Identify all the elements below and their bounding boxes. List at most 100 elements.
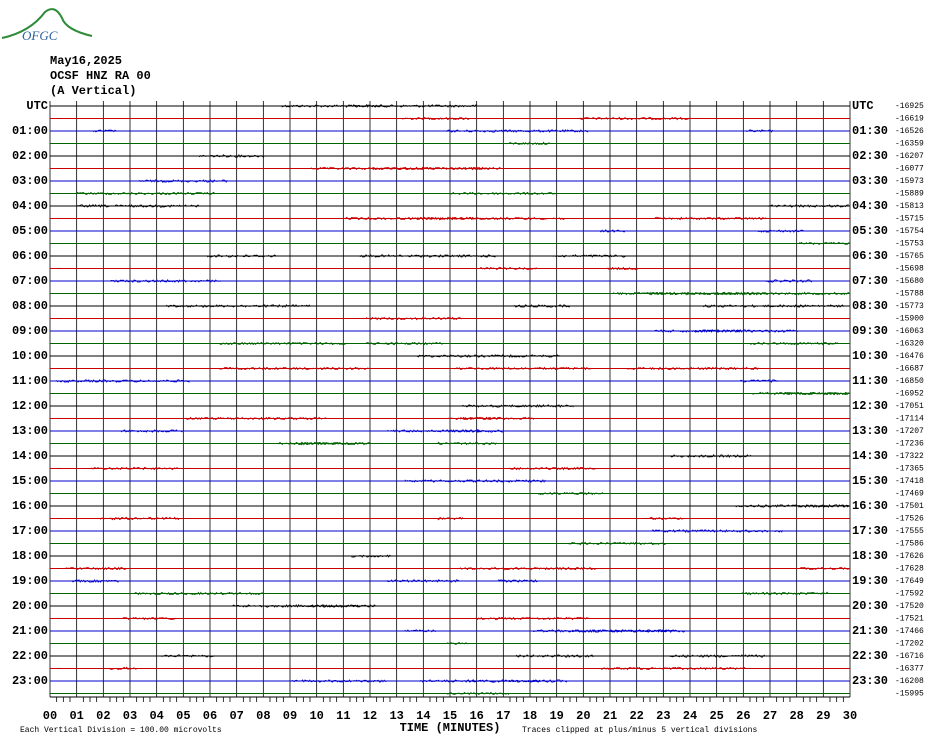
right-time-label: 23:30 (852, 674, 888, 688)
minute-label: 15 (443, 709, 457, 723)
trace-offset: -15973 (895, 177, 924, 186)
right-time-label: 09:30 (852, 324, 888, 338)
trace-offset: -16207 (895, 152, 924, 161)
trace-signal (757, 229, 804, 233)
right-time-label: 10:30 (852, 349, 888, 363)
trace-signal (798, 241, 850, 246)
scale-note: Each Vertical Division = 100.00 microvol… (20, 726, 222, 735)
left-time-label: 19:00 (12, 574, 48, 588)
trace-signal (461, 404, 574, 408)
left-time-label: 18:00 (12, 549, 48, 563)
trace-signal (93, 129, 117, 133)
trace-signal (134, 591, 266, 596)
left-time-label: 14:00 (12, 449, 48, 463)
left-time-label: 09:00 (12, 324, 48, 338)
trace-signal (764, 279, 813, 283)
minute-label: 05 (176, 709, 190, 723)
right-time-label: 12:30 (852, 399, 888, 413)
trace-signal (475, 616, 590, 621)
minute-label: 25 (709, 709, 723, 723)
logo-mountain (1, 8, 93, 39)
trace-signal (800, 566, 850, 571)
right-time-label: 18:30 (852, 549, 888, 563)
trace-signal (447, 642, 469, 645)
trace-signal (56, 379, 190, 383)
minute-label: 28 (789, 709, 803, 723)
minute-label: 03 (123, 709, 137, 723)
right-time-label: 11:30 (852, 374, 888, 388)
minute-label: 04 (149, 709, 163, 723)
trace-signal (516, 654, 594, 658)
trace-offset: -17521 (895, 615, 924, 624)
trace-offset: -16687 (895, 365, 924, 374)
left-time-label: 20:00 (12, 599, 48, 613)
trace-signal (404, 478, 546, 483)
trace-offset: -17114 (895, 415, 924, 424)
trace-offset: -17526 (895, 515, 924, 524)
trace-signal (90, 466, 180, 471)
left-time-label: 05:00 (12, 224, 48, 238)
trace-offset: -15754 (895, 227, 924, 236)
trace-offset: -15900 (895, 315, 924, 324)
trace-signal (741, 591, 829, 596)
trace-signal (307, 604, 359, 608)
trace-signal (401, 116, 470, 121)
trace-signal (359, 254, 496, 258)
trace-signal (387, 429, 483, 433)
trace-offset: -15788 (895, 290, 924, 299)
minute-label: 14 (416, 709, 430, 723)
trace-offset: -16063 (895, 327, 924, 336)
right-time-label: 15:30 (852, 474, 888, 488)
trace-signal (161, 654, 215, 658)
trace-offset: -17466 (895, 627, 924, 636)
trace-offset: -15698 (895, 265, 924, 274)
trace-signal (232, 604, 376, 608)
right-time-label: 02:30 (852, 149, 888, 163)
trace-offset: -16476 (895, 352, 924, 361)
trace-offset: -15995 (895, 690, 924, 699)
trace-signal (599, 229, 625, 233)
trace-offset: -17586 (895, 540, 924, 549)
minute-label: 07 (229, 709, 243, 723)
left-time-label: 07:00 (12, 274, 48, 288)
minute-label: 10 (309, 709, 323, 723)
minute-label: 18 (523, 709, 537, 723)
left-time-label: 16:00 (12, 499, 48, 513)
trace-signal (568, 541, 666, 546)
left-time-label: 01:00 (12, 124, 48, 138)
trace-signal (694, 329, 799, 333)
minute-label: 00 (43, 709, 57, 723)
right-time-label: 20:30 (852, 599, 888, 613)
trace-signal (468, 679, 568, 683)
trace-offset: -17555 (895, 527, 924, 536)
station: OCSF HNZ RA 00 (50, 69, 151, 83)
minute-label: 16 (469, 709, 483, 723)
trace-signal (415, 354, 561, 358)
right-time-label: 03:30 (852, 174, 888, 188)
logo: OFGC (1, 8, 93, 43)
trace-offset: -15753 (895, 240, 924, 249)
trace-offset: -15773 (895, 302, 924, 311)
trace-offset: -17501 (895, 502, 924, 511)
minute-label: 20 (576, 709, 590, 723)
trace-signal (448, 191, 556, 196)
trace-signal (416, 216, 565, 221)
left-time-label: 21:00 (12, 624, 48, 638)
trace-signal (77, 204, 199, 208)
trace-offset: -15765 (895, 252, 924, 261)
trace-signal (99, 516, 180, 521)
trace-signal (751, 391, 850, 396)
trace-signal (669, 654, 765, 658)
right-time-label: 16:30 (852, 499, 888, 513)
trace-signal (437, 441, 497, 446)
trace-offset: -16619 (895, 115, 924, 124)
minute-label: 13 (389, 709, 403, 723)
left-time-label: 02:00 (12, 149, 48, 163)
trace-offset: -16077 (895, 165, 924, 174)
trace-offset: -17365 (895, 465, 924, 474)
trace-signal (713, 291, 850, 296)
trace-offset: -15813 (895, 202, 924, 211)
trace-offset: -16208 (895, 677, 924, 686)
trace-signal (404, 629, 436, 633)
left-time-label: 10:00 (12, 349, 48, 363)
